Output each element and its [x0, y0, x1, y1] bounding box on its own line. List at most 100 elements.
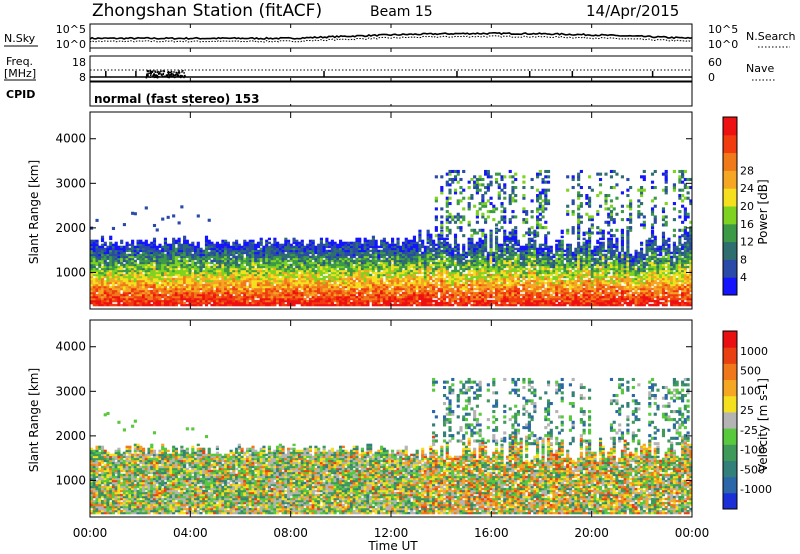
heatmap-cell — [169, 247, 173, 251]
heatmap-cell — [311, 275, 315, 279]
heatmap-cell — [432, 285, 436, 289]
heatmap-cell — [374, 297, 378, 301]
heatmap-cell — [114, 249, 118, 253]
heatmap-cell — [369, 261, 373, 265]
heatmap-cell — [363, 249, 367, 253]
heatmap-cell — [426, 291, 430, 295]
heatmap-cell — [128, 285, 132, 289]
heatmap-cell — [380, 241, 384, 245]
date-title: 14/Apr/2015 — [586, 2, 679, 20]
heatmap-cell — [287, 239, 291, 243]
heatmap-cell — [183, 273, 187, 277]
heatmap-cell — [237, 279, 241, 283]
heatmap-cell — [328, 255, 332, 259]
heatmap-cell — [215, 285, 220, 289]
heatmap-cell — [448, 183, 452, 187]
heatmap-cell — [319, 253, 323, 257]
heatmap-cell — [396, 251, 400, 255]
heatmap-cell — [273, 239, 277, 243]
heatmap-cell — [319, 299, 323, 303]
heatmap-cell — [125, 281, 129, 285]
heatmap-cell — [475, 265, 479, 269]
heatmap-cell — [489, 287, 493, 291]
heatmap-cell — [360, 275, 365, 279]
heatmap-cell — [366, 269, 370, 273]
heatmap-cell — [147, 279, 151, 283]
heatmap-cell — [210, 267, 214, 271]
heatmap-cell — [188, 251, 192, 255]
heatmap-cell — [473, 253, 477, 257]
heatmap-cell — [434, 234, 438, 238]
heatmap-cell — [388, 297, 392, 301]
heatmap-cell — [369, 273, 373, 277]
heatmap-cell — [484, 191, 488, 195]
heatmap-cell — [306, 299, 310, 303]
heatmap-cell — [111, 289, 116, 293]
heatmap-cell — [355, 249, 359, 253]
heatmap-cell — [448, 257, 452, 261]
heatmap-cell — [423, 261, 427, 265]
heatmap-cell — [163, 273, 168, 277]
heatmap-cell — [259, 279, 263, 283]
heatmap-cell — [401, 291, 406, 295]
heatmap-cell — [481, 267, 485, 271]
heatmap-cell — [494, 289, 499, 293]
heatmap-cell — [300, 255, 304, 259]
heatmap-cell — [322, 269, 326, 273]
heatmap-cell — [421, 261, 425, 265]
heatmap-cell — [213, 285, 217, 289]
heatmap-cell — [259, 295, 263, 299]
heatmap-cell — [377, 303, 381, 307]
heatmap-cell — [341, 297, 345, 301]
heatmap-cell — [90, 263, 94, 267]
heatmap-cell — [330, 287, 334, 291]
heatmap-cell — [459, 271, 463, 275]
heatmap-cell — [224, 291, 228, 295]
heatmap-cell — [306, 245, 310, 249]
heatmap-cell — [163, 245, 168, 249]
heatmap-cell — [273, 299, 277, 303]
heatmap-cell — [360, 285, 365, 289]
heatmap-cell — [330, 247, 334, 251]
heatmap-cell — [90, 301, 94, 305]
heatmap-cell — [470, 285, 474, 289]
heatmap-cell — [163, 271, 168, 275]
heatmap-cell — [177, 271, 181, 275]
heatmap-cell — [415, 285, 419, 289]
heatmap-cell — [100, 295, 105, 299]
heatmap-cell — [98, 253, 102, 257]
heatmap-cell — [478, 283, 482, 287]
heatmap-cell — [147, 273, 151, 277]
heatmap-cell — [459, 185, 463, 190]
heatmap-cell — [207, 265, 211, 269]
heatmap-cell — [382, 281, 386, 285]
heatmap-cell — [245, 297, 250, 301]
heatmap-cell — [276, 273, 280, 277]
heatmap-cell — [125, 293, 129, 297]
heatmap-cell — [226, 269, 230, 273]
heatmap-cell — [152, 265, 157, 269]
heatmap-cell — [349, 289, 354, 293]
heatmap-cell — [248, 271, 252, 275]
heatmap-cell — [448, 303, 452, 307]
heatmap-cell — [235, 299, 239, 303]
heatmap-cell — [103, 257, 107, 261]
heatmap-cell — [300, 285, 304, 289]
frequency-point — [175, 73, 177, 76]
heatmap-cell — [448, 263, 452, 267]
heatmap-cell — [136, 297, 140, 301]
heatmap-cell — [292, 287, 296, 291]
heatmap-cell — [410, 243, 414, 247]
heatmap-cell — [336, 285, 340, 289]
heatmap-cell — [199, 259, 203, 263]
heatmap-cell — [204, 235, 209, 239]
heatmap-cell — [207, 301, 211, 305]
heatmap-cell — [133, 291, 137, 295]
heatmap-cell — [437, 303, 441, 307]
heatmap-cell — [385, 303, 389, 307]
heatmap-cell — [500, 245, 504, 249]
heatmap-cell — [287, 301, 291, 305]
heatmap-cell — [243, 287, 247, 291]
heatmap-cell — [322, 255, 326, 259]
heatmap-cell — [484, 281, 488, 285]
